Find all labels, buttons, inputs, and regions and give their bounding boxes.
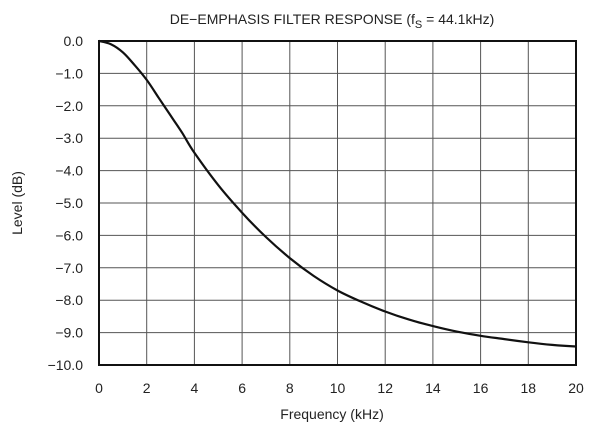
y-tick-label: −4.0: [55, 163, 83, 179]
x-tick-labels: 0 2 4 6 8 10 12 14 16 18 20: [95, 380, 584, 396]
y-tick-label: −7.0: [55, 260, 83, 276]
y-tick-label: −5.0: [55, 195, 83, 211]
series-group: [98, 39, 577, 348]
x-tick-label: 6: [238, 380, 246, 396]
x-tick-label: 10: [330, 380, 346, 396]
x-tick-label: 4: [191, 380, 199, 396]
chart-title: DE−EMPHASIS FILTER RESPONSE (fS = 44.1kH…: [170, 11, 495, 31]
y-tick-labels: 0.0 −1.0 −2.0 −3.0 −4.0 −5.0 −6.0 −7.0 −8.0 −9.0 −…: [48, 33, 84, 373]
grid: [99, 41, 576, 365]
x-tick-label: 8: [286, 380, 294, 396]
y-tick-label: −8.0: [55, 292, 83, 308]
x-tick-label: 14: [425, 380, 441, 396]
y-tick-label: −1.0: [55, 65, 83, 81]
x-tick-label: 18: [521, 380, 537, 396]
x-axis-label: Frequency (kHz): [280, 406, 383, 422]
y-tick-label: −6.0: [55, 227, 83, 243]
series-line-0: [98, 39, 577, 348]
y-tick-label: 0.0: [64, 33, 84, 49]
x-tick-label: 16: [473, 380, 489, 396]
y-axis-label: Level (dB): [9, 171, 25, 235]
x-tick-label: 0: [95, 380, 103, 396]
x-tick-label: 12: [377, 380, 393, 396]
y-tick-label: −3.0: [55, 130, 83, 146]
y-tick-label: −9.0: [55, 325, 83, 341]
y-tick-label: −2.0: [55, 98, 83, 114]
plot-frame: [98, 40, 577, 366]
x-tick-label: 20: [568, 380, 584, 396]
y-tick-label: −10.0: [48, 357, 84, 373]
x-tick-label: 2: [143, 380, 151, 396]
